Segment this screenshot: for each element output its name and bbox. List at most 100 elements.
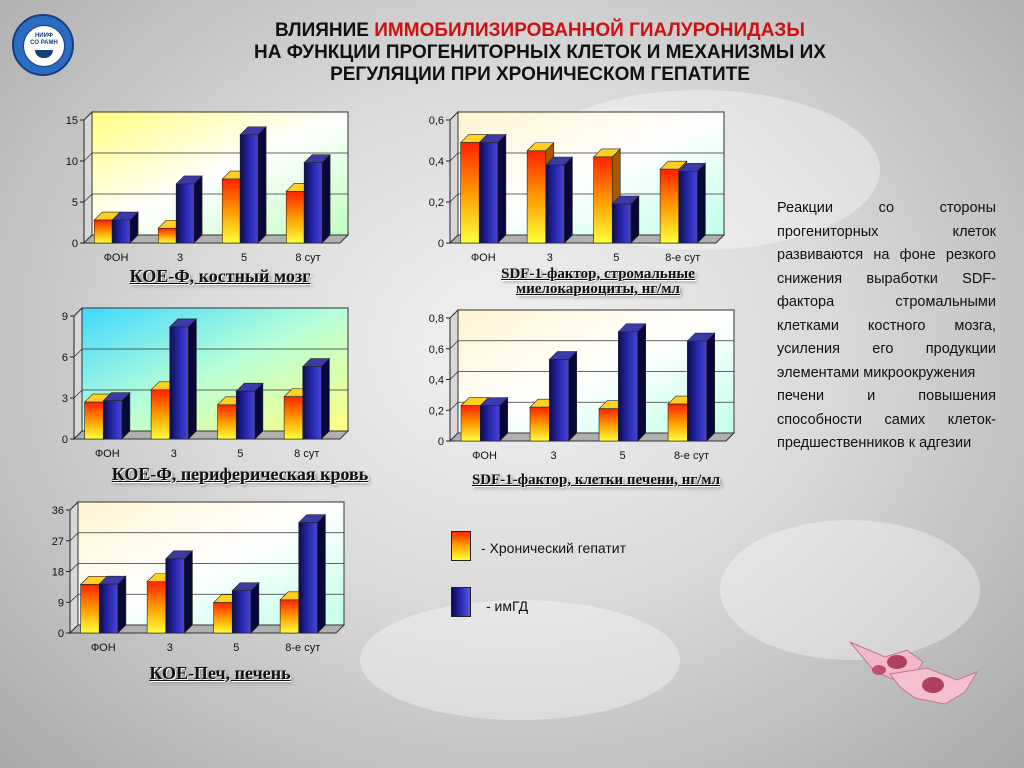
x-tick-label: 3 xyxy=(171,448,177,460)
bar-hepatitis xyxy=(285,191,305,244)
bar-hepatitis xyxy=(598,408,619,442)
bar-side xyxy=(568,350,577,442)
y-tick-label: 27 xyxy=(52,536,64,548)
bar-hepatitis xyxy=(593,156,613,244)
bar-side xyxy=(706,332,715,442)
x-tick-label: 8-е сут xyxy=(665,252,700,264)
y-tick-label: 36 xyxy=(52,505,64,517)
bar-hepatitis xyxy=(279,599,300,634)
chart-sdf1-stromal-title: SDF-1-фактор, стромальные миелокариоциты… xyxy=(501,266,695,297)
y-tick-label: 0,6 xyxy=(429,115,444,127)
gridline xyxy=(449,309,459,319)
bar-imgd xyxy=(480,405,500,442)
x-tick-label: 3 xyxy=(167,642,173,654)
x-tick-label: 8-е сут xyxy=(674,450,709,462)
x-tick-label: 5 xyxy=(613,252,619,264)
bar-hepatitis xyxy=(217,404,237,440)
bar-hepatitis xyxy=(667,403,688,442)
gridline xyxy=(449,152,459,162)
bar-imgd xyxy=(175,183,195,244)
bar-hepatitis xyxy=(213,602,233,634)
y-tick-label: 0,4 xyxy=(429,375,444,387)
chart-side-wall xyxy=(449,110,459,245)
y-tick-label: 18 xyxy=(52,567,64,579)
chart-kof-peripheral-blood: 0 3 6 9 ФОН 3 5 8 сут xyxy=(62,306,350,460)
gridline xyxy=(73,307,83,317)
y-tick-label: 0,6 xyxy=(429,344,444,356)
bar-side xyxy=(188,318,197,440)
x-tick-label: ФОН xyxy=(471,252,496,264)
bar-side xyxy=(321,153,331,244)
chart-koe-liver: 0 9 18 27 36 ФОН 3 5 8-е сут xyxy=(52,500,346,654)
bar-imgd xyxy=(545,164,565,244)
x-tick-label: 8 сут xyxy=(295,252,320,264)
bar-imgd xyxy=(165,558,185,634)
bar-hepatitis xyxy=(84,401,104,440)
bar-imgd xyxy=(102,400,123,440)
x-tick-label: ФОН xyxy=(95,448,120,460)
title-highlight: ИММОБИЛИЗИРОВАННОЙ ГИАЛУРОНИДАЗЫ xyxy=(374,20,805,41)
cell-nucleus xyxy=(887,655,907,669)
gridline xyxy=(83,111,93,121)
x-tick-label: 5 xyxy=(237,448,243,460)
bar-hepatitis xyxy=(157,227,177,244)
x-tick-label: 3 xyxy=(550,450,556,462)
bar-imgd xyxy=(687,340,707,442)
y-tick-label: 15 xyxy=(66,115,78,127)
bar-imgd xyxy=(169,326,189,440)
bar-side xyxy=(193,175,203,244)
y-tick-label: 0 xyxy=(58,628,64,640)
x-tick-label: 5 xyxy=(241,252,247,264)
bar-imgd xyxy=(611,203,632,244)
bar-imgd xyxy=(303,162,323,244)
y-tick-label: 0,8 xyxy=(429,313,444,325)
y-tick-label: 9 xyxy=(58,597,64,609)
side-description-paragraph-2: печени и повышения способности самих кле… xyxy=(777,388,996,451)
bar-imgd xyxy=(678,170,698,244)
bar-side xyxy=(257,126,267,244)
bar-imgd xyxy=(298,522,318,634)
background-cloud xyxy=(720,520,980,660)
gridline xyxy=(83,193,93,203)
logo-arc xyxy=(35,50,53,58)
gridline xyxy=(73,348,83,358)
chart-sdf1-liver-cells-title: SDF-1-фактор, клетки печени, нг/мл xyxy=(471,472,721,488)
x-tick-label: 8-е сут xyxy=(285,642,320,654)
chart-koe-liver-title: КОЕ-Печ, печень xyxy=(149,663,291,683)
bar-imgd xyxy=(231,590,252,634)
chart-side-wall xyxy=(83,110,93,245)
side-description-paragraph-1: Реакции со стороны прогениторных клеток … xyxy=(777,200,996,381)
bar-hepatitis xyxy=(526,150,547,244)
bar-imgd xyxy=(549,359,569,442)
x-tick-label: 8 сут xyxy=(294,448,319,460)
legend-swatch-hepatitis xyxy=(451,531,471,561)
x-tick-label: ФОН xyxy=(91,642,116,654)
y-tick-label: 0 xyxy=(72,238,78,250)
background-cloud xyxy=(360,600,680,720)
y-tick-label: 0 xyxy=(438,436,444,448)
bar-side xyxy=(564,156,573,244)
page-title-line3: РЕГУЛЯЦИИ ПРИ ХРОНИЧЕСКОМ ГЕПАТИТЕ xyxy=(330,64,750,85)
cell-nucleus xyxy=(922,677,944,693)
bar-side xyxy=(697,162,706,244)
gridline xyxy=(73,389,83,399)
y-tick-label: 0 xyxy=(62,434,68,446)
x-tick-label: ФОН xyxy=(472,450,497,462)
bar-hepatitis xyxy=(659,168,680,244)
bar-side xyxy=(254,382,264,440)
title-prefix: ВЛИЯНИЕ xyxy=(275,20,375,41)
side-description: Реакции со стороны прогениторных клеток … xyxy=(777,197,996,456)
institute-logo: НИИФ СО РАМН xyxy=(12,14,74,76)
legend-label-imgd: - имГД xyxy=(486,598,529,614)
bar-imgd xyxy=(235,390,256,440)
bar-hepatitis xyxy=(93,219,113,244)
bar-hepatitis xyxy=(529,406,550,442)
gridline xyxy=(69,563,79,572)
bar-imgd xyxy=(478,142,499,244)
gridline xyxy=(449,371,459,380)
bar-side xyxy=(250,581,260,634)
chart-sdf1-stromal: 0 0,2 0,4 0,6 ФОН 3 5 8-е сут xyxy=(429,110,726,264)
bar-hepatitis xyxy=(460,142,480,244)
gridline xyxy=(69,501,79,511)
x-tick-label: ФОН xyxy=(104,252,129,264)
